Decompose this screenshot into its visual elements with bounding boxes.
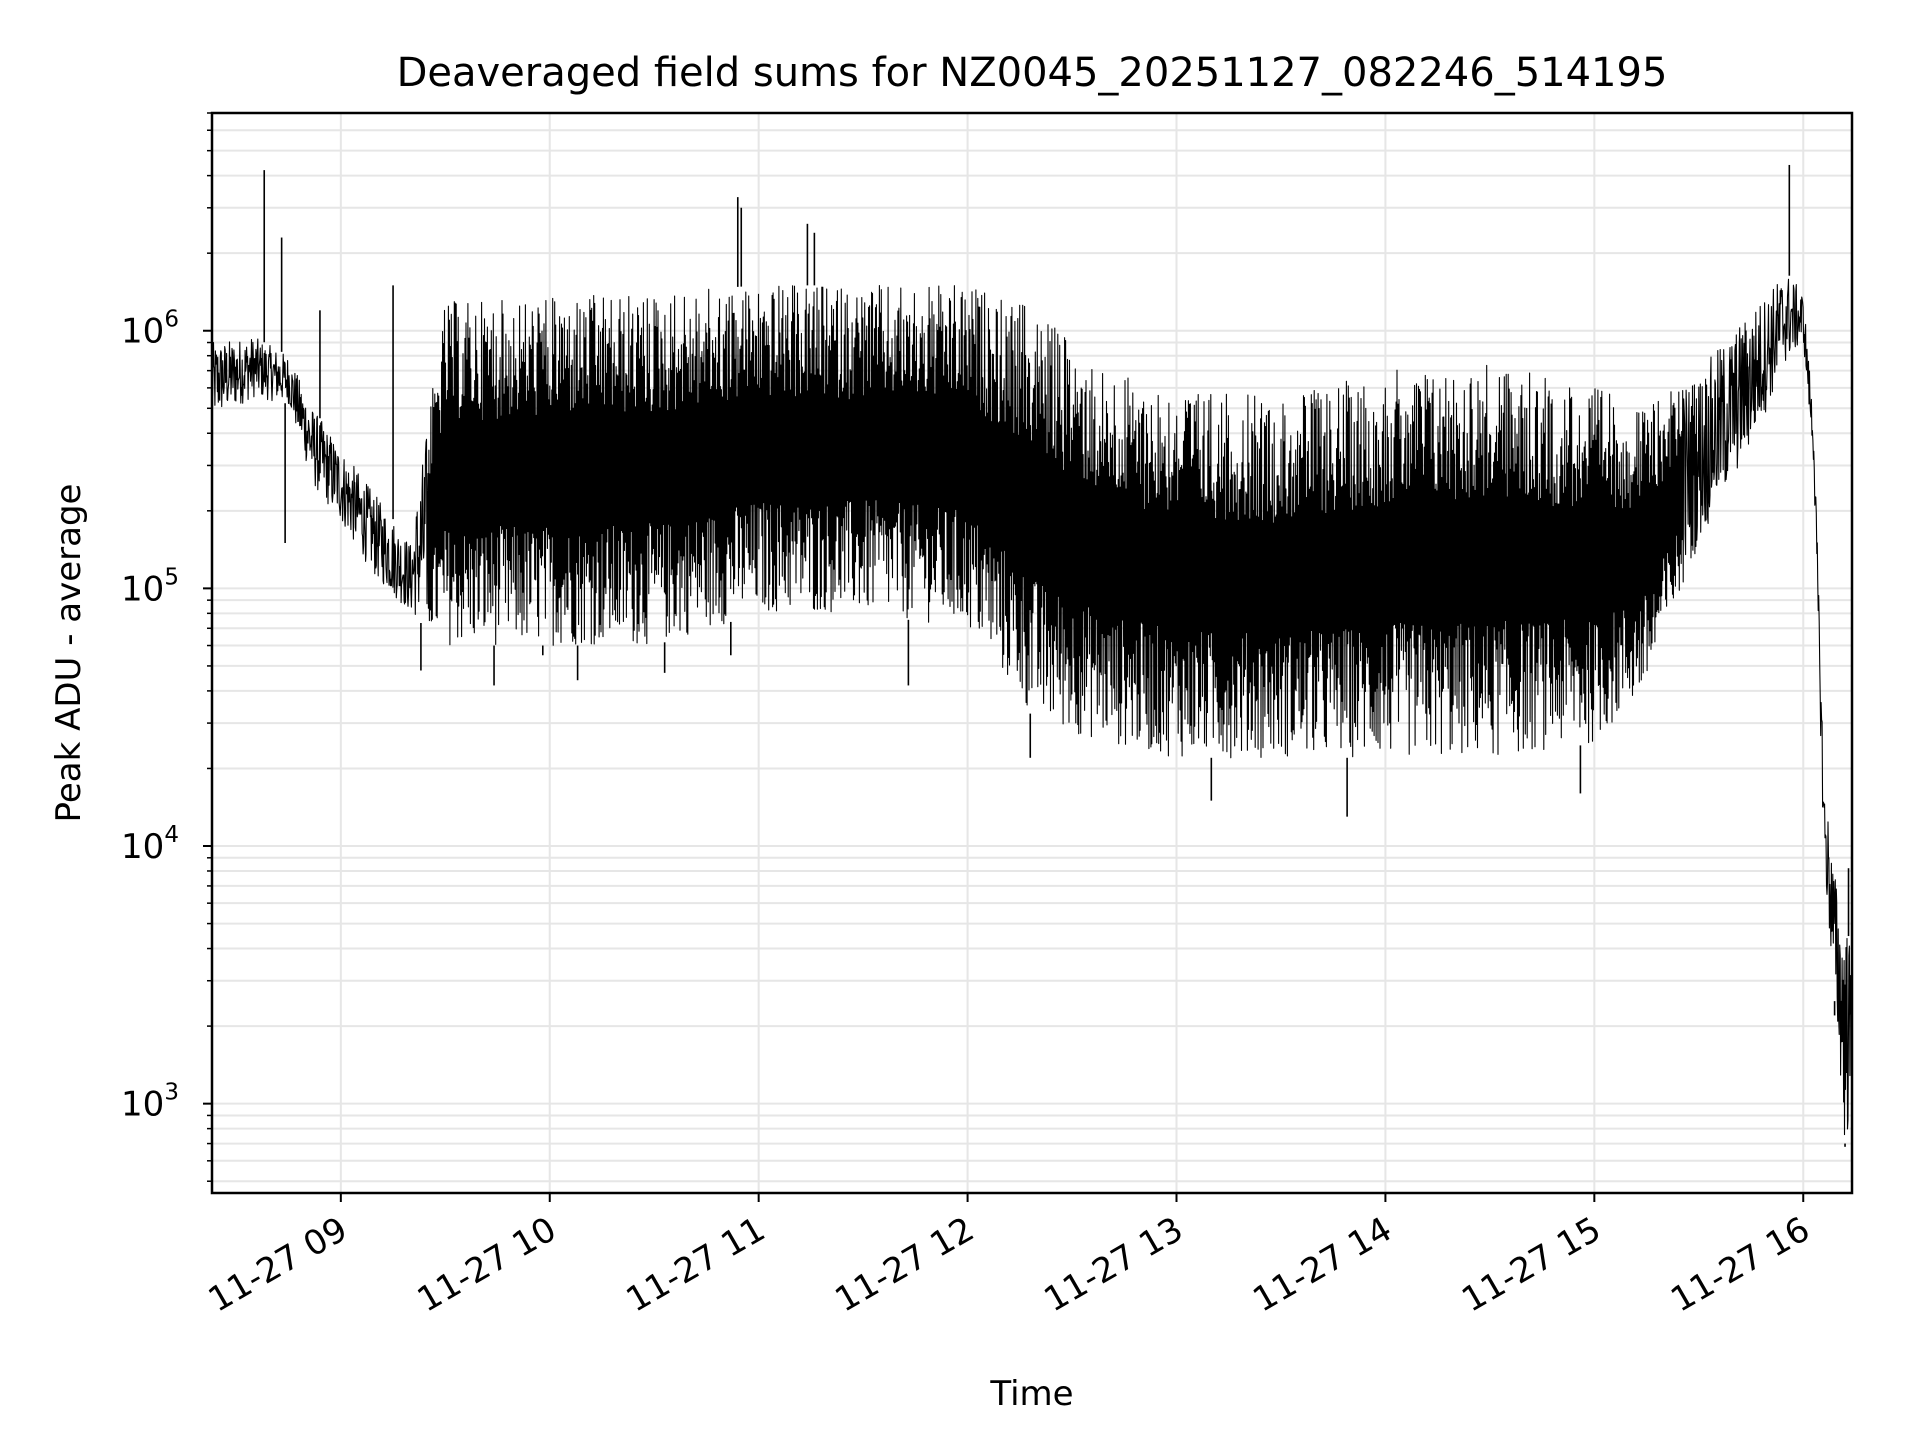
x-axis-label: Time xyxy=(989,1374,1073,1414)
y-tick-label-exponent: 4 xyxy=(164,822,179,848)
y-tick-label-base: 10 xyxy=(121,569,164,609)
y-tick-label: 103 xyxy=(121,1080,179,1125)
y-tick-label-exponent: 3 xyxy=(164,1080,179,1106)
y-tick-label-base: 10 xyxy=(121,1085,164,1125)
chart-title: Deaveraged field sums for NZ0045_2025112… xyxy=(397,50,1668,96)
y-tick-label-base: 10 xyxy=(121,312,164,352)
y-axis-label: Peak ADU - average xyxy=(49,484,89,823)
y-tick-label: 106 xyxy=(121,307,179,352)
y-tick-label-base: 10 xyxy=(121,827,164,867)
y-tick-label-exponent: 6 xyxy=(164,307,179,333)
y-tick-label: 105 xyxy=(121,564,179,609)
y-tick-label: 104 xyxy=(121,822,179,867)
series-line xyxy=(211,278,1853,1136)
plot-area xyxy=(211,164,1853,1147)
plot-frame xyxy=(210,111,1854,1195)
y-tick-label-exponent: 5 xyxy=(164,564,179,590)
